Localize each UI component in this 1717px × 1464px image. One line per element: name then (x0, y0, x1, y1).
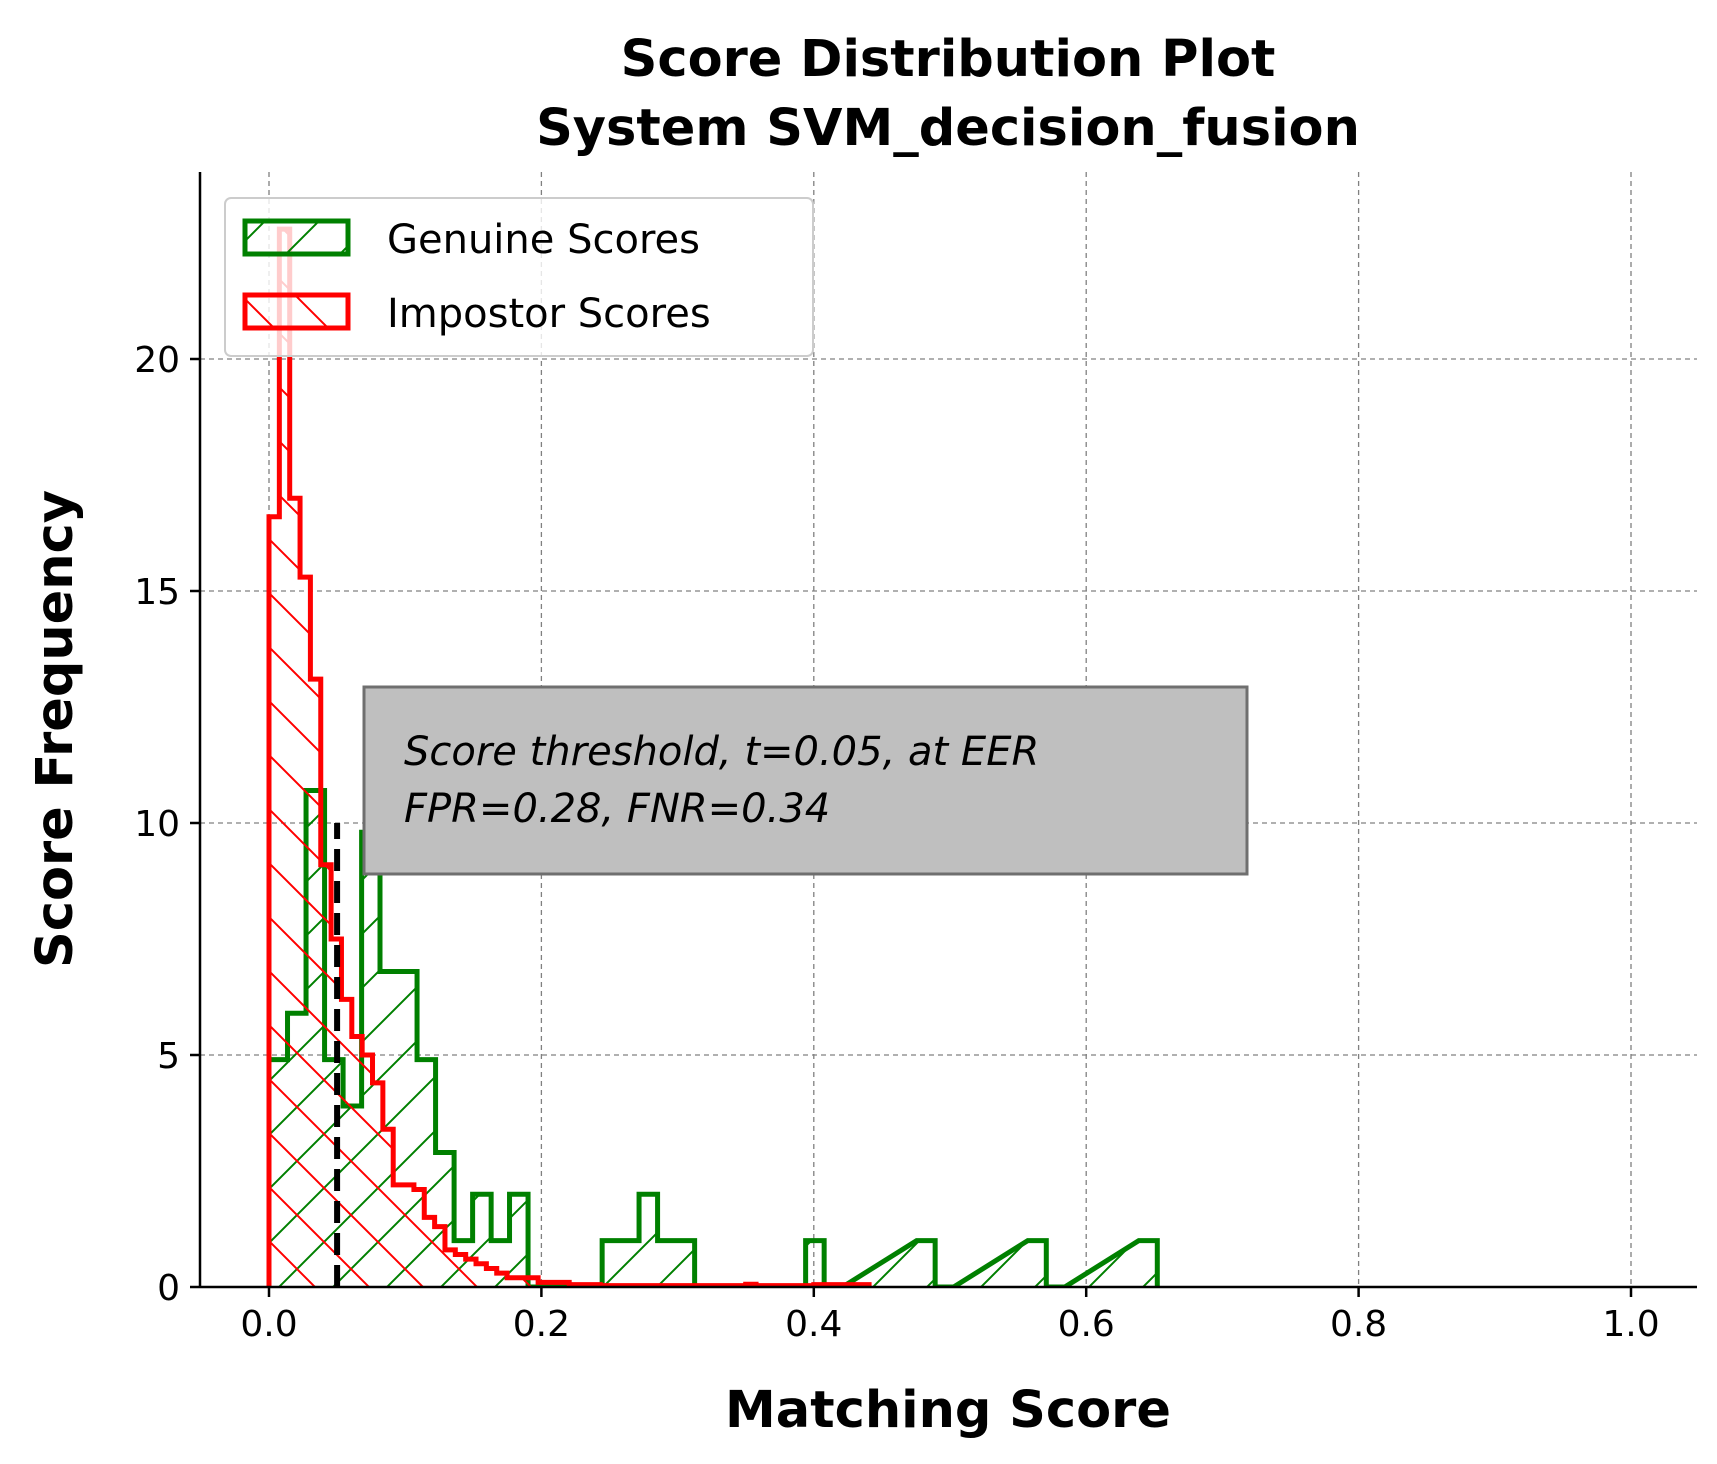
axis-ticks: 0.0 0.2 0.4 0.6 0.8 1.0 0 5 10 15 20 (134, 340, 1659, 1345)
chart-title: Score Distribution Plot (621, 30, 1276, 89)
eer-annotation: Score threshold, t=0.05, at EER FPR=0.28… (362, 685, 1249, 876)
legend-swatch-genuine (242, 218, 351, 257)
x-tick-label: 1.0 (1602, 1304, 1659, 1345)
annotation-box (362, 685, 1249, 876)
x-axis-label: Matching Score (725, 1381, 1171, 1440)
x-tick-label: 0.8 (1330, 1304, 1387, 1345)
histogram-series (266, 226, 1160, 1287)
y-tick-label: 0 (157, 1268, 180, 1309)
impostor-histogram-outline (266, 226, 872, 1287)
legend-label-impostor: Impostor Scores (387, 291, 711, 337)
x-tick-label: 0.6 (1058, 1304, 1115, 1345)
legend-label-genuine: Genuine Scores (387, 217, 700, 263)
chart-subtitle: System SVM_decision_fusion (536, 99, 1360, 158)
y-axis-label: Score Frequency (26, 490, 85, 968)
y-tick-label: 5 (157, 1036, 180, 1077)
annotation-line-2: FPR=0.28, FNR=0.34 (404, 786, 830, 832)
x-tick-label: 0.2 (513, 1304, 570, 1345)
impostor-hatch-fill (269, 229, 870, 1287)
legend-swatch-impostor (242, 292, 351, 331)
y-tick-label: 10 (134, 804, 180, 845)
legend: Genuine Scores Impostor Scores (224, 197, 814, 357)
x-tick-label: 0.0 (240, 1304, 297, 1345)
y-tick-label: 20 (134, 340, 180, 381)
y-tick-label: 15 (134, 572, 180, 613)
x-tick-label: 0.4 (785, 1304, 842, 1345)
annotation-line-1: Score threshold, t=0.05, at EER (404, 729, 1039, 775)
legend-frame (224, 197, 814, 357)
